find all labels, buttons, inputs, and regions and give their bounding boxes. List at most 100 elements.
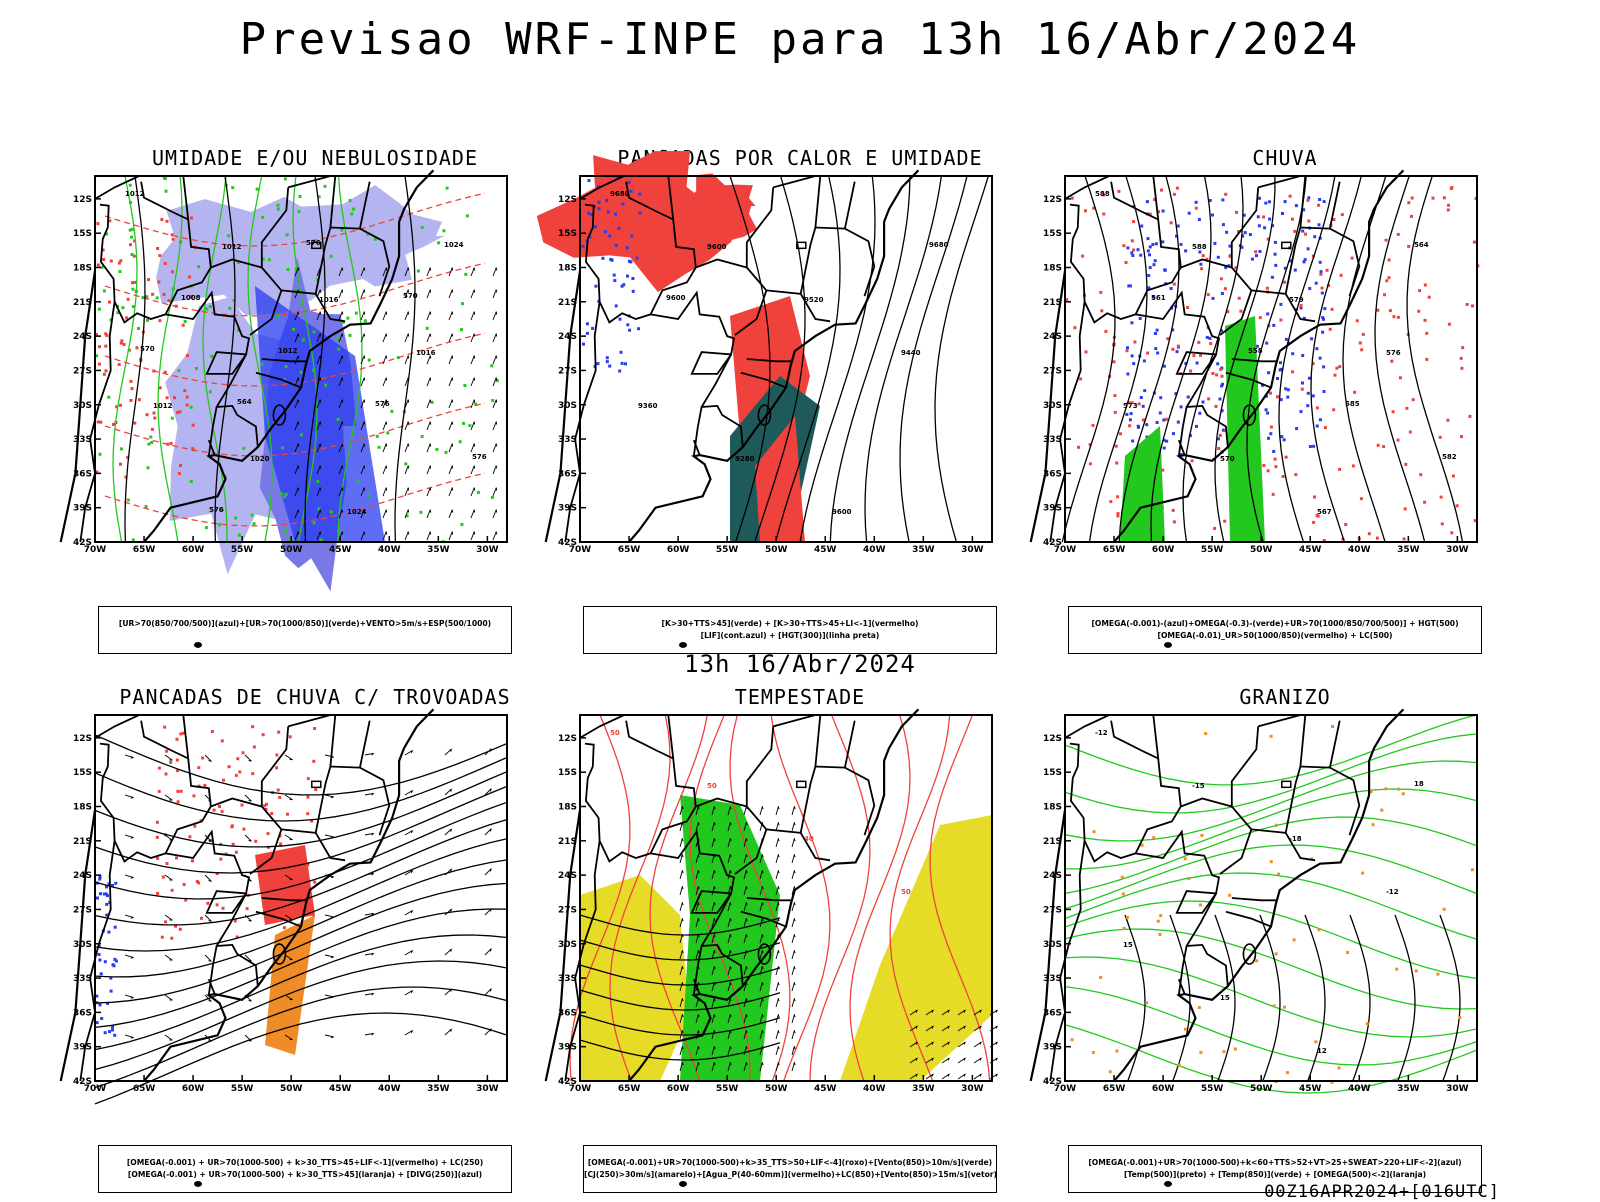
omega-speckle — [1140, 224, 1144, 228]
rh-low-speckle — [420, 226, 424, 229]
contour-label: 50 — [610, 729, 620, 737]
streamline-arrow — [204, 914, 212, 922]
omega-ur-speckle — [1132, 248, 1136, 252]
omega-speckle — [1264, 408, 1268, 412]
political-border — [1152, 175, 1160, 220]
hgt500-contour — [1406, 175, 1464, 543]
political-border — [215, 892, 247, 947]
divergence-speckle — [113, 957, 117, 961]
pressure-contour — [214, 175, 236, 543]
rh-low-speckle — [260, 362, 264, 366]
lon-tick-label: 50W — [1250, 545, 1273, 555]
rh-low-speckle — [107, 395, 111, 399]
lon-tick-label: 45W — [1299, 1084, 1322, 1094]
wind-vector — [711, 982, 716, 992]
wind-vector — [679, 854, 684, 864]
omega-ur-speckle — [1320, 286, 1324, 290]
rh-low-speckle — [145, 295, 149, 299]
wind-vector — [909, 1041, 918, 1048]
legend-box: [OMEGA(-0.001)-(azul)+OMEGA(-0.3)-(verde… — [1068, 606, 1482, 654]
thickness-speckle — [169, 441, 173, 445]
precipitable-water-contour — [609, 714, 671, 1082]
lat-tick-label: 18S — [1043, 264, 1062, 274]
divergence-speckle — [99, 972, 103, 976]
lon-tick-label: 40W — [1348, 1084, 1371, 1094]
coastline-west — [59, 809, 97, 1082]
lif-speckle — [626, 323, 630, 327]
lat-tick-label: 24S — [73, 332, 92, 342]
federal-district-box — [1281, 780, 1292, 789]
omega-ur-speckle — [1176, 344, 1180, 348]
wind-vector — [727, 934, 732, 944]
lat-tick-label: 39S — [558, 504, 577, 514]
omega-speckle — [1255, 344, 1259, 348]
map-granizo: -12-15-18-121515121812S15S18S21S24S27S30… — [1029, 708, 1478, 1187]
political-border — [692, 943, 744, 996]
wind-vector — [759, 1014, 764, 1024]
thunderstorm-speckle — [263, 804, 267, 808]
wind-vector — [711, 838, 716, 848]
divergence-speckle — [100, 1017, 104, 1020]
thickness-speckle — [152, 411, 156, 415]
lat-tick-label: 21S — [558, 837, 577, 847]
streamline-arrow — [324, 834, 334, 839]
wind-vector — [743, 1014, 748, 1024]
wind-vector — [941, 1041, 950, 1048]
political-border — [359, 181, 371, 229]
rh-low-speckle — [292, 327, 295, 331]
rh-low-speckle — [141, 296, 145, 300]
omega-ur-speckle — [1332, 218, 1336, 221]
contour-label: 9600 — [832, 508, 852, 516]
rh-low-contour — [202, 175, 228, 542]
thickness-speckle — [165, 219, 169, 223]
temp850-contour — [1064, 760, 1478, 842]
streamline — [94, 756, 508, 822]
contour-label: 564 — [1414, 241, 1429, 249]
rh-low-speckle — [285, 233, 289, 237]
omega-speckle — [1267, 371, 1271, 375]
political-border — [314, 226, 391, 297]
rh-low-speckle — [218, 523, 222, 527]
omega-ur-speckle — [1344, 523, 1348, 526]
omega-speckle — [1147, 274, 1151, 277]
omega500-speckle — [1269, 860, 1273, 864]
omega500-speckle — [1183, 857, 1187, 861]
omega-speckle — [1194, 200, 1198, 204]
omega-speckle — [1258, 196, 1261, 200]
political-border — [1177, 943, 1229, 996]
rh-low-speckle — [445, 186, 449, 190]
omega-speckle — [1148, 253, 1151, 257]
divergence-speckle — [103, 1031, 107, 1035]
rh-low-speckle — [462, 421, 465, 425]
streamline — [94, 1012, 508, 1105]
wind-vector — [727, 854, 732, 864]
wind-vector — [448, 355, 454, 365]
lif-speckle — [635, 256, 639, 260]
thickness-speckle — [178, 410, 182, 414]
wind-vector — [925, 1057, 934, 1064]
lat-tick-label: 18S — [73, 803, 92, 813]
coastline-west — [544, 809, 582, 1082]
thickness-speckle — [131, 281, 134, 285]
contour-label: 576 — [472, 453, 487, 461]
rh-upper-area — [267, 185, 445, 287]
omega500-speckle — [1458, 1016, 1462, 1020]
thunderstorm-speckle — [160, 935, 164, 939]
omega500-speckle — [1269, 734, 1273, 738]
streamline — [94, 960, 508, 1071]
lat-tick-label: 15S — [73, 229, 92, 239]
wind-vector — [759, 982, 764, 992]
thickness-speckle — [112, 423, 115, 426]
thunderstorm-speckle — [200, 916, 203, 920]
thunderstorm-speckle — [231, 842, 235, 846]
thunderstorm-speckle — [170, 888, 174, 892]
thickness-speckle — [96, 420, 100, 424]
omega-speckle — [1272, 450, 1276, 453]
political-border — [1329, 720, 1341, 768]
map-frame — [1064, 714, 1478, 1082]
omega500-speckle — [1145, 1001, 1149, 1005]
wind-vector — [791, 870, 796, 880]
political-border — [287, 175, 331, 189]
wind-vector — [743, 902, 748, 912]
omega-ur-speckle — [1091, 423, 1095, 427]
